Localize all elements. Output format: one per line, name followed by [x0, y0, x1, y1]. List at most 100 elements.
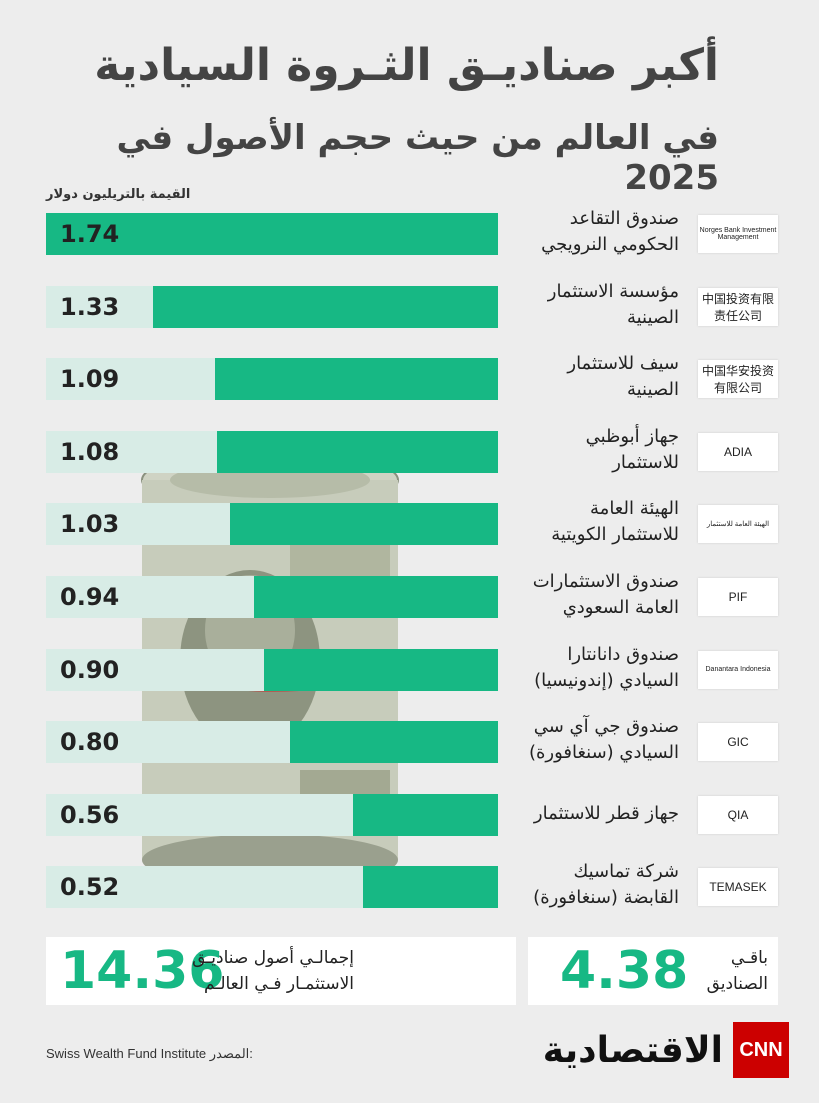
fund-logo: 中国华安投资有限公司: [698, 360, 778, 399]
source-note: Swiss Wealth Fund Institute المصدر:: [46, 1046, 253, 1062]
fund-logo: TEMASEK: [698, 868, 778, 907]
chart-title: أكبر صناديـق الثـروة السيادية: [94, 40, 719, 91]
fund-logo-text: Norges Bank Investment Management: [699, 227, 777, 241]
world-total-value: 14.36: [60, 941, 225, 1001]
bar: [214, 358, 498, 401]
bar-track: 1.74: [46, 213, 498, 255]
unit-label: القيمة بالتريليون دولار: [46, 187, 191, 202]
fund-name: الهيئة العامة للاستثمار الكويتية: [489, 496, 679, 548]
fund-logo: PIF: [698, 578, 778, 616]
source-value: Swiss Wealth Fund Institute: [46, 1046, 207, 1061]
world-total-box: 14.36 إجمالـي أصول صناديـق الاستثمـار فـ…: [46, 937, 516, 1005]
bar-track: 0.94: [46, 576, 498, 618]
bar: [152, 285, 498, 328]
fund-logo-text: PIF: [728, 590, 748, 604]
world-total-line1: إجمالـي أصول صناديـق: [192, 948, 354, 968]
fund-logo: ADIA: [698, 432, 778, 471]
fund-name-line1: سيف للاستثمار: [567, 353, 679, 375]
fund-row: 0.90 صندوق دانانتارا السيادي (إندونيسيا) Da…: [0, 642, 819, 698]
fund-logo-text: Danantara Indonesia: [705, 666, 771, 674]
fund-name-line2: للاستثمار: [612, 451, 679, 473]
fund-name: صندوق جي آي سي السيادي (سنغافورة): [489, 714, 679, 766]
bar-track: 1.09: [46, 358, 498, 401]
bar-track: 1.03: [46, 503, 498, 546]
data-label: 1.08: [60, 437, 120, 466]
data-label: 1.03: [60, 510, 120, 539]
fund-logo: 中国投资有限责任公司: [698, 287, 778, 326]
rest-total-line2: الصناديق: [706, 974, 768, 994]
fund-name: صندوق التقاعد الحكومي النرويجي: [489, 206, 679, 258]
fund-name-line1: الهيئة العامة: [590, 498, 679, 520]
bar: [253, 576, 498, 618]
fund-row: 1.33 مؤسسة الاستثمار الصينية 中国投资有限责任公司: [0, 279, 819, 335]
fund-name: جهاز أبوظبي للاستثمار: [489, 424, 679, 476]
fund-name-line2: العامة السعودي: [562, 597, 679, 618]
bar: [46, 213, 498, 255]
brand-logo: الاقتصادية CNN: [543, 1022, 789, 1078]
fund-name-line2: السيادي (إندونيسيا): [534, 669, 679, 691]
bar: [352, 793, 498, 836]
world-total-line2: الاستثمـار فـي العالـم: [204, 974, 354, 994]
fund-name-line1: جهاز قطر للاستثمار: [533, 802, 679, 824]
fund-name-line2: السيادي (سنغافورة): [528, 742, 679, 764]
fund-row: 0.94 صندوق الاستثمارات العامة السعودي PIF: [0, 569, 819, 625]
fund-name: سيف للاستثمار الصينية: [489, 351, 679, 403]
fund-row: 1.74 صندوق التقاعد الحكومي النرويجي Norges …: [0, 206, 819, 262]
fund-logo-text: QIA: [727, 807, 749, 822]
fund-name-line1: صندوق جي آي سي: [533, 716, 679, 738]
source-label: المصدر:: [209, 1046, 253, 1061]
fund-logo: Danantara Indonesia: [698, 650, 778, 689]
bar-track: 1.08: [46, 430, 498, 473]
fund-name-line1: مؤسسة الاستثمار: [547, 280, 679, 302]
rest-total-value: 4.38: [560, 941, 689, 1001]
data-label: 1.09: [60, 365, 120, 394]
bar-track: 0.90: [46, 648, 498, 691]
fund-name-line2: الصينية: [626, 306, 679, 328]
fund-name-line1: صندوق التقاعد: [569, 208, 679, 229]
fund-row: 1.09 سيف للاستثمار الصينية 中国华安投资有限公司: [0, 351, 819, 407]
fund-logo: GIC: [698, 723, 778, 762]
fund-row: 1.08 جهاز أبوظبي للاستثمار ADIA: [0, 424, 819, 480]
fund-logo: QIA: [698, 795, 778, 834]
fund-row: 0.52 شركة تماسيك القابضة (سنغافورة) TEMASEK: [0, 859, 819, 915]
bar-track: 0.56: [46, 793, 498, 836]
fund-name-line1: شركة تماسيك: [573, 861, 679, 883]
chart-subtitle: في العالم من حيث حجم الأصول في 2025: [116, 118, 720, 198]
fund-row: 1.03 الهيئة العامة للاستثمار الكويتية الهيئ…: [0, 496, 819, 552]
cnn-logo: CNN: [733, 1022, 789, 1078]
fund-name-line2: الحكومي النرويجي: [541, 234, 679, 255]
fund-name-line2: القابضة (سنغافورة): [533, 887, 679, 909]
fund-logo-text: 中国投资有限责任公司: [701, 291, 774, 323]
bar: [230, 503, 498, 546]
bar: [362, 866, 498, 909]
fund-logo-text: TEMASEK: [709, 880, 767, 895]
fund-name-line1: صندوق دانانتارا: [567, 643, 679, 665]
data-label: 1.74: [60, 220, 120, 248]
fund-name-line1: جهاز أبوظبي: [585, 425, 679, 447]
data-label: 0.80: [60, 728, 120, 757]
fund-name-line2: للاستثمار الكويتية: [551, 524, 679, 546]
fund-row: 0.56 جهاز قطر للاستثمار QIA: [0, 787, 819, 843]
fund-logo-text: GIC: [727, 735, 749, 750]
bar: [217, 430, 498, 473]
brand-arabic: الاقتصادية: [542, 1029, 723, 1071]
fund-name: شركة تماسيك القابضة (سنغافورة): [489, 859, 679, 911]
data-label: 0.94: [60, 583, 120, 611]
fund-logo-text: الهيئة العامة للاستثمار: [706, 521, 770, 529]
rest-total-line1: باقـي: [730, 948, 768, 968]
fund-name: جهاز قطر للاستثمار: [489, 801, 679, 827]
rest-total-box: 4.38 باقـي الصناديق: [528, 937, 778, 1005]
bar-track: 1.33: [46, 285, 498, 328]
data-label: 1.33: [60, 292, 120, 321]
bar: [264, 648, 498, 691]
fund-logo: Norges Bank Investment Management: [698, 215, 778, 253]
fund-name: صندوق دانانتارا السيادي (إندونيسيا): [489, 642, 679, 694]
bar-track: 0.80: [46, 721, 498, 764]
bar: [290, 721, 498, 764]
fund-name: مؤسسة الاستثمار الصينية: [489, 279, 679, 331]
bar-track: 0.52: [46, 866, 498, 909]
fund-name-line2: الصينية: [626, 379, 679, 401]
fund-name-line1: صندوق الاستثمارات: [532, 571, 679, 592]
fund-logo-text: ADIA: [723, 444, 752, 459]
data-label: 0.90: [60, 655, 120, 684]
